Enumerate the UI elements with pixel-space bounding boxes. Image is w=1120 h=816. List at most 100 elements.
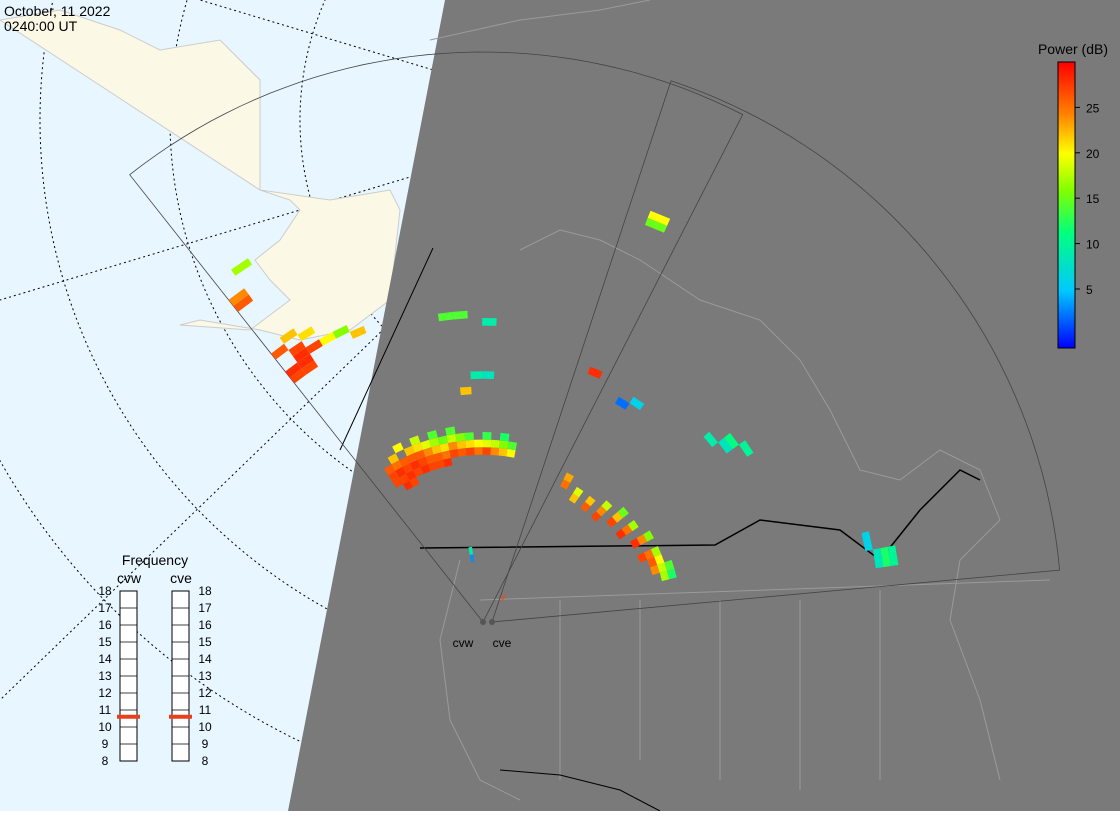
echo-cell [228,288,249,306]
echo-cell [402,463,414,474]
frequency-panel: cvw 8 9 10 11 12 13 14 15 16 17 18 cve 8 9 10 11 12 13 14 15… [98,570,212,768]
echo-cell [473,439,483,448]
fans [129,51,1061,625]
border [339,247,661,812]
echo-cell [292,347,310,363]
echo-cell [441,450,451,460]
echo-cell [288,341,306,357]
echo-cell [409,477,420,488]
echo-cell [392,442,404,454]
echo-cell [617,506,629,518]
echo-cell [301,360,319,375]
echo-cell [406,470,417,481]
echo-cell [872,548,884,569]
echo-cell [460,386,472,396]
echo-cell [449,449,459,458]
echo-cell [880,546,891,568]
land-outlines [429,0,1051,801]
echo-cell [413,466,424,477]
echo-cell [233,294,254,312]
echo-cell [395,466,407,478]
echo-cell [482,439,492,448]
echo-cell [387,453,400,465]
date: October, 11 2022 [4,3,111,19]
echo-cell [630,538,641,549]
echo-cell [271,343,289,360]
echo-cell [724,432,739,450]
echo-cell [601,500,613,512]
frequency-tick-label: 15 [98,635,112,649]
echo-cell [305,339,323,354]
echo-cell [499,440,509,449]
echo-cell [349,325,367,339]
colorbar-tick-label: 10 [1086,238,1100,252]
radar-label: cvw [453,636,474,650]
echoes [228,210,899,602]
echo-cell [490,447,500,456]
echo-cell [861,531,873,552]
echo-cell [455,432,466,442]
echo-cell [643,530,654,542]
frequency-tick-label: 14 [198,652,212,666]
echo-cell [410,459,421,471]
echo-cell [474,447,483,455]
echo-cell [482,371,495,379]
echo-cell [399,473,410,484]
echo-cell [406,452,418,464]
frequency-tick-label: 16 [98,618,112,632]
echo-cell [647,557,658,568]
time: 0240:00 UT [4,18,78,34]
echo-cell [431,444,442,455]
radar-label: cve [493,636,512,650]
echo-cell [409,435,421,446]
echo-cell [615,528,626,540]
echo-cell [650,564,660,576]
echo-cell [470,371,483,380]
frequency-tick-label: 13 [98,669,112,683]
echo-cell [667,568,677,580]
echo-cell [427,461,438,472]
echo-cell [647,210,671,226]
echo-cell [402,480,413,491]
echo-cell [887,545,899,566]
frequency-tick-label: 9 [102,737,109,751]
echo-cell [584,495,596,507]
echo-cell [433,452,444,462]
frequency-radar-label: cve [170,570,192,586]
frequency-tick-label: 15 [198,635,212,649]
echo-cell [482,447,491,455]
echo-cell [664,559,675,571]
echo-cell [612,511,623,523]
colorbar [1057,61,1076,349]
colorbar-tick-label: 25 [1086,101,1100,115]
echo-cell [464,432,474,441]
colorbar-tick-label: 5 [1086,283,1093,297]
echo-cell [403,445,415,457]
echo-cell [490,439,500,448]
echo-cell [420,439,432,450]
border [419,469,981,562]
fan-outline [129,51,744,623]
echo-cell [637,552,648,563]
echo-cell [629,396,645,411]
echo-cell [587,366,603,379]
echo-cell [590,511,602,522]
echo-cell [414,449,426,460]
frequency-tick-label: 14 [98,652,112,666]
echo-cell [429,437,440,448]
echo-cell [452,310,468,320]
echo-cell [657,562,668,573]
echo-cell [498,447,508,457]
echo-cell [636,534,648,546]
echo-cell [231,258,253,276]
radar-site [480,619,486,625]
echo-cell [437,311,454,322]
radar-site [489,619,495,625]
echo-cell [615,396,630,410]
echo-cell [384,464,396,476]
echo-cell [506,448,516,458]
echo-cell [718,437,733,454]
echo-cell [426,430,438,440]
echo-cell [297,326,316,342]
echo-cell [606,516,617,528]
